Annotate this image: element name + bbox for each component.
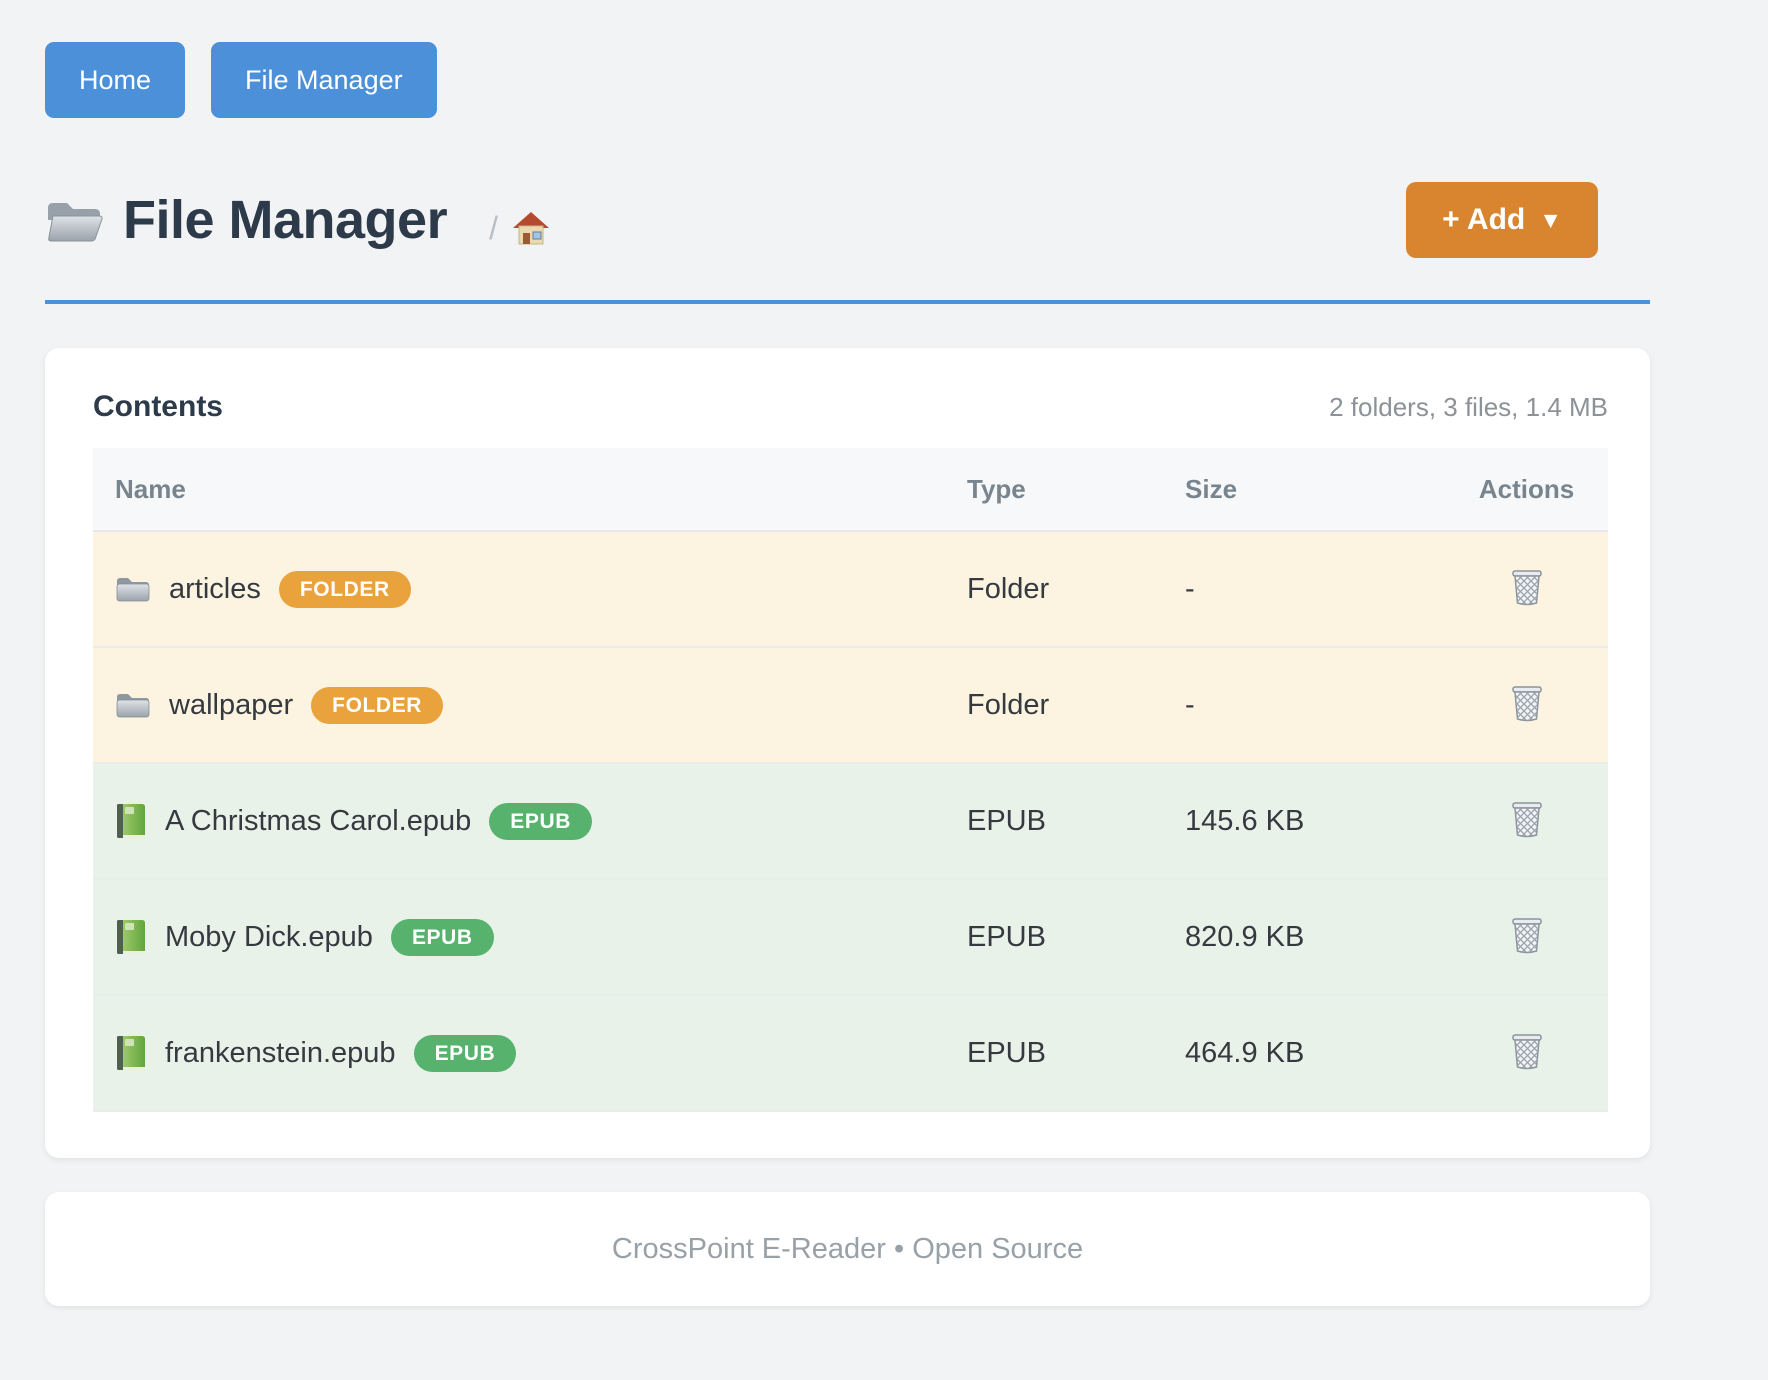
table-row: wallpaper FOLDER Folder -: [93, 647, 1608, 764]
item-type: EPUB: [967, 879, 1185, 996]
trash-icon: [1510, 567, 1544, 607]
table-row: Moby Dick.epub EPUB EPUB 820.9 KB: [93, 879, 1608, 996]
item-size: 145.6 KB: [1185, 763, 1445, 880]
table-row: A Christmas Carol.epub EPUB EPUB 145.6 K…: [93, 763, 1608, 880]
item-name-link[interactable]: wallpaper: [169, 688, 294, 721]
item-size: -: [1185, 531, 1445, 648]
item-type: EPUB: [967, 763, 1185, 880]
delete-button[interactable]: [1506, 1027, 1548, 1078]
file-table: Name Type Size Actions a: [93, 448, 1608, 1112]
item-name-link[interactable]: frankenstein.epub: [165, 1036, 396, 1069]
column-header-name: Name: [93, 448, 967, 532]
footer-text: CrossPoint E-Reader • Open Source: [611, 1232, 1084, 1265]
contents-heading: Contents: [93, 390, 223, 423]
folder-badge: FOLDER: [311, 686, 444, 724]
delete-button[interactable]: [1506, 911, 1548, 962]
item-name-link[interactable]: A Christmas Carol.epub: [165, 804, 472, 837]
book-icon: [115, 1034, 147, 1072]
item-type: EPUB: [967, 995, 1185, 1112]
folder-icon: [115, 574, 151, 604]
column-header-size: Size: [1185, 448, 1445, 532]
page-title: File Manager: [123, 190, 448, 250]
item-type: Folder: [967, 647, 1185, 764]
item-name-link[interactable]: Moby Dick.epub: [165, 920, 373, 953]
trash-icon: [1510, 683, 1544, 723]
book-icon: [115, 918, 147, 956]
home-button[interactable]: Home: [45, 42, 186, 118]
table-row: frankenstein.epub EPUB EPUB 464.9 KB: [93, 995, 1608, 1112]
item-name-link[interactable]: articles: [169, 572, 261, 605]
contents-card: Contents 2 folders, 3 files, 1.4 MB Name…: [45, 348, 1650, 1158]
table-header-row: Name Type Size Actions: [93, 448, 1608, 532]
epub-badge: EPUB: [413, 1034, 517, 1072]
epub-badge: EPUB: [489, 802, 592, 840]
trash-icon: [1510, 1031, 1544, 1071]
open-folder-icon: [45, 196, 103, 244]
trash-icon: [1510, 915, 1544, 955]
breadcrumb-separator: /: [489, 209, 498, 246]
delete-button[interactable]: [1506, 679, 1548, 730]
breadcrumb: /: [489, 210, 550, 247]
contents-summary: 2 folders, 3 files, 1.4 MB: [1329, 392, 1608, 422]
page: Home File Manager File Manager /: [45, 0, 1650, 1306]
item-size: 464.9 KB: [1185, 995, 1445, 1112]
folder-icon: [115, 690, 151, 720]
add-button[interactable]: + Add ▼: [1406, 182, 1598, 258]
table-row: articles FOLDER Folder -: [93, 531, 1608, 648]
file-manager-button[interactable]: File Manager: [211, 42, 437, 118]
contents-card-header: Contents 2 folders, 3 files, 1.4 MB: [93, 390, 1608, 424]
top-nav: Home File Manager: [45, 42, 1650, 118]
item-size: -: [1185, 647, 1445, 764]
delete-button[interactable]: [1506, 795, 1548, 846]
title-wrap: File Manager /: [45, 189, 550, 251]
trash-icon: [1510, 799, 1544, 839]
folder-badge: FOLDER: [278, 570, 411, 608]
page-footer: CrossPoint E-Reader • Open Source: [45, 1192, 1650, 1306]
chevron-down-icon: ▼: [1539, 206, 1562, 233]
house-icon[interactable]: [512, 210, 550, 246]
epub-badge: EPUB: [390, 918, 494, 956]
delete-button[interactable]: [1506, 563, 1548, 614]
column-header-type: Type: [967, 448, 1185, 532]
column-header-actions: Actions: [1445, 448, 1608, 532]
item-type: Folder: [967, 531, 1185, 648]
add-button-label: + Add: [1442, 203, 1526, 236]
item-size: 820.9 KB: [1185, 879, 1445, 996]
page-header: File Manager / + Add ▼: [45, 182, 1650, 304]
book-icon: [115, 802, 147, 840]
